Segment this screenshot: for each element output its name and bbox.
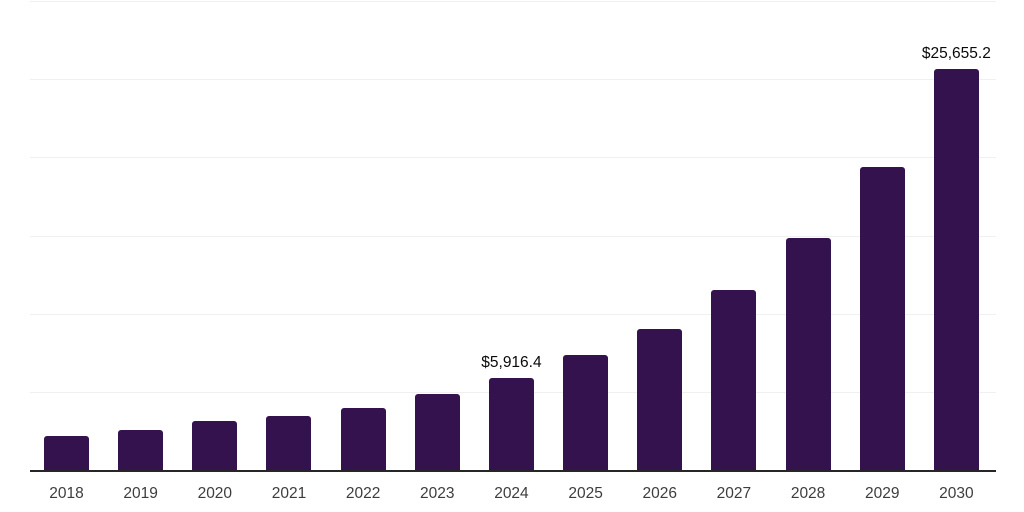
x-tick-label-2024: 2024 — [494, 485, 529, 502]
x-tick-label-2028: 2028 — [790, 485, 826, 502]
bar-2022 — [340, 407, 386, 470]
bar-slot-2023: 2023 — [414, 1, 460, 502]
bar-2019 — [118, 429, 164, 470]
bar-2024 — [488, 377, 534, 470]
bar-slot-2019: 2019 — [118, 1, 164, 502]
x-tick-label-2025: 2025 — [568, 485, 603, 502]
bar-2028 — [785, 237, 831, 470]
bar-slot-2027: 2027 — [711, 1, 757, 502]
x-axis-line — [30, 470, 996, 472]
bar-slot-2030: $25,655.2 2030 — [922, 1, 991, 502]
bar-slot-2024: $5,916.4 2024 — [481, 1, 541, 502]
gridline-25000 — [30, 79, 996, 81]
gridline-10000 — [30, 313, 996, 315]
bar-2030 — [933, 68, 979, 470]
bar-slot-2025: 2025 — [563, 1, 609, 502]
bar-slot-2020: 2020 — [192, 1, 238, 502]
bar-slot-2029: 2029 — [859, 1, 905, 502]
x-tick-label-2030: 2030 — [939, 485, 974, 502]
bar-2023 — [414, 394, 460, 470]
bar-2027 — [711, 290, 757, 470]
x-tick-label-2022: 2022 — [345, 485, 381, 502]
x-tick-label-2019: 2019 — [123, 485, 158, 502]
bar-slot-2022: 2022 — [340, 1, 386, 502]
x-tick-label-2021: 2021 — [271, 485, 307, 502]
bar-slot-2018: 2018 — [44, 1, 89, 502]
gridline-20000 — [30, 157, 996, 159]
bar-2029 — [859, 167, 905, 470]
x-tick-label-2023: 2023 — [420, 485, 455, 502]
gridline-30000 — [30, 1, 996, 2]
gridline-15000 — [30, 235, 996, 237]
data-label-2024: $5,916.4 — [481, 353, 542, 371]
x-tick-label-2026: 2026 — [642, 485, 677, 502]
bar-2018 — [44, 435, 89, 470]
x-tick-label-2027: 2027 — [716, 485, 752, 502]
bar-slot-2021: 2021 — [266, 1, 312, 502]
bar-slot-2026: 2026 — [637, 1, 683, 502]
plot-area: 2018 2019 2020 2021 2022 2023 $5,916.4 2024 2025… — [30, 1, 996, 502]
bar-2021 — [266, 416, 312, 470]
x-tick-label-2020: 2020 — [197, 485, 233, 502]
bars-row: 2018 2019 2020 2021 2022 2023 $5,916.4 2024 2025… — [30, 1, 996, 502]
bar-2020 — [192, 420, 238, 470]
data-label-2030: $25,655.2 — [921, 44, 991, 62]
bar-2025 — [563, 355, 609, 470]
bar-slot-2028: 2028 — [785, 1, 831, 502]
x-tick-label-2029: 2029 — [864, 485, 900, 502]
x-tick-label-2018: 2018 — [49, 485, 84, 502]
bar-2026 — [637, 328, 683, 470]
